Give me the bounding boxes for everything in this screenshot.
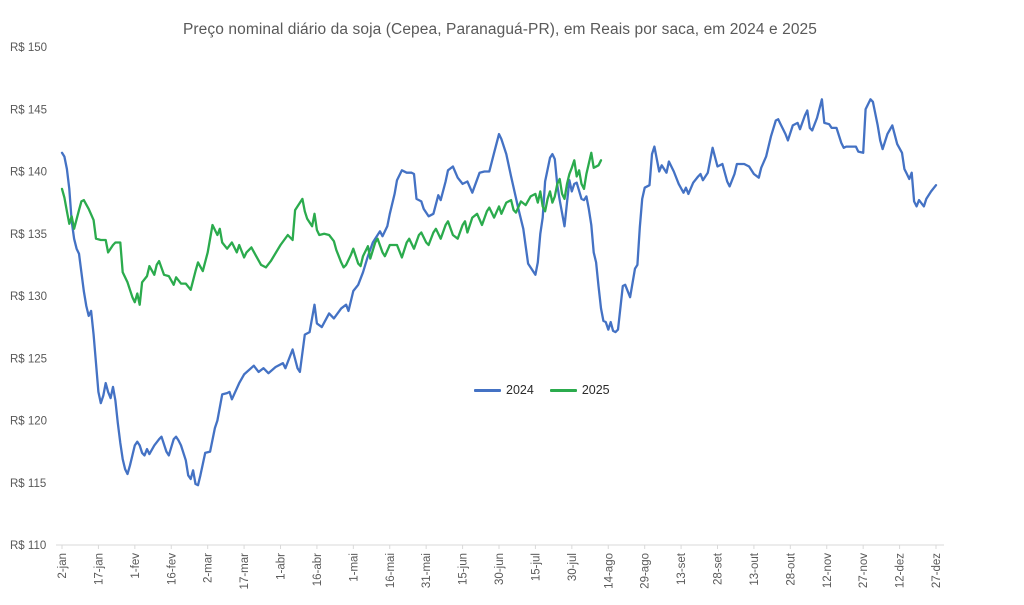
series-line-2024 (60, 98, 938, 487)
x-axis-tick-label: 15-jun (458, 553, 470, 585)
chart-legend: 2024 2025 (474, 383, 610, 397)
x-axis-tick-label: 27-nov (858, 553, 870, 588)
x-axis-tick-label: 14-ago (603, 553, 615, 589)
y-axis-tick-label: R$ 120 (10, 416, 47, 428)
x-axis-tick-label: 30-jun (494, 553, 506, 585)
y-axis-tick-label: R$ 150 (10, 42, 47, 54)
x-axis-tick-label: 13-set (676, 552, 688, 585)
x-axis-tick-label: 16-mai (385, 553, 397, 588)
legend-swatch-2025-line (549, 388, 577, 392)
legend-swatch-2024-line (474, 388, 501, 392)
x-axis-tick-label: 2-jan (57, 553, 69, 579)
y-axis-tick-label: R$ 115 (10, 478, 46, 490)
legend-item-2025: 2025 (549, 383, 610, 397)
legend-label-2025: 2025 (581, 383, 610, 397)
legend-label-2024: 2024 (506, 383, 534, 397)
legend-item-2024: 2024 (474, 383, 534, 397)
x-axis-tick-label: 28-set (713, 552, 725, 585)
y-axis-tick-label: R$ 130 (10, 291, 47, 303)
x-axis-tick-label: 30-jul (567, 553, 579, 581)
x-axis-tick-label: 1-fev (130, 553, 142, 579)
y-axis-tick-label: R$ 110 (10, 540, 46, 552)
x-axis-tick-label: 1-abr (276, 553, 288, 580)
x-axis-tick-label: 12-nov (822, 553, 834, 588)
x-axis-tick-label: 28-out (785, 552, 797, 585)
series-line-2025 (60, 151, 603, 306)
x-axis-tick-label: 31-mai (421, 553, 433, 588)
y-axis-tick-label: R$ 135 (10, 229, 47, 241)
x-axis-tick-label: 12-dez (895, 553, 907, 588)
x-axis-tick-label: 1-mai (348, 553, 360, 582)
chart-title: Preço nominal diário da soja (Cepea, Par… (182, 21, 818, 38)
x-axis-tick-label: 16-fev (166, 553, 178, 585)
x-axis-tick-label: 16-abr (312, 553, 324, 586)
x-axis-tick-label: 29-ago (640, 553, 652, 589)
x-axis-tick-label: 17-jan (93, 553, 105, 585)
x-axis-tick-label: 17-mar (239, 553, 251, 590)
x-axis-tick-label: 13-out (749, 552, 761, 585)
y-axis-tick-label: R$ 140 (10, 167, 47, 179)
x-axis-tick-label: 15-jul (530, 553, 542, 581)
y-axis-tick-label: R$ 125 (10, 353, 47, 365)
y-axis-tick-label: R$ 145 (10, 104, 47, 116)
x-axis-tick-label: 2-mar (203, 553, 215, 583)
x-axis-tick-label: 27-dez (931, 553, 943, 588)
